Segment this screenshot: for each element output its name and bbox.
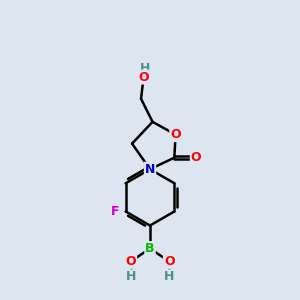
Text: O: O [164,255,175,268]
Text: H: H [140,61,150,75]
Text: F: F [111,205,119,218]
Text: N: N [145,163,155,176]
Text: O: O [191,151,201,164]
Text: H: H [164,270,174,283]
Text: O: O [125,255,136,268]
Text: H: H [126,270,136,283]
Text: B: B [145,242,155,255]
Text: O: O [170,128,181,141]
Text: O: O [138,70,149,83]
